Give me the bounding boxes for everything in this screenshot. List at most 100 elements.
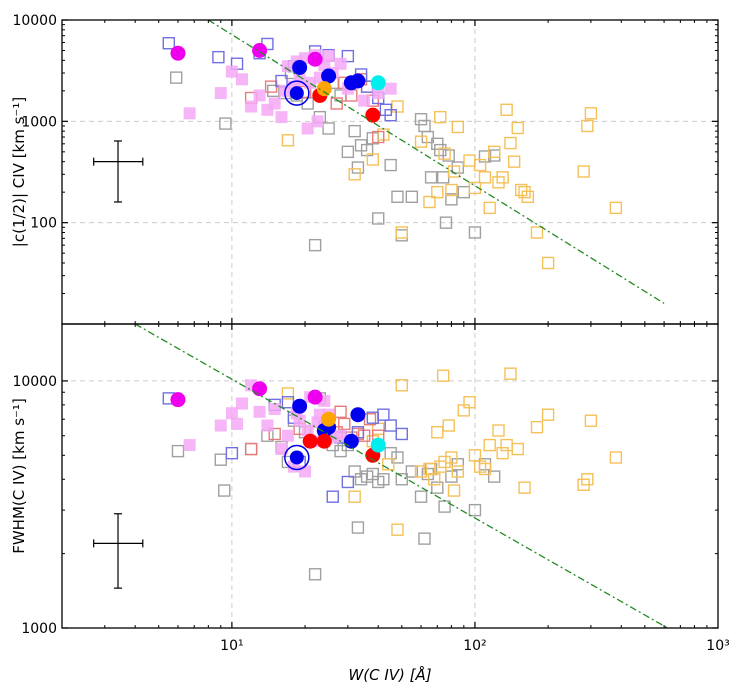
data-point <box>351 161 365 174</box>
data-point <box>341 475 355 489</box>
data-point <box>424 171 438 184</box>
data-point <box>451 458 464 471</box>
data-point <box>451 161 464 174</box>
data-point <box>405 190 419 203</box>
data-point <box>384 158 397 172</box>
data-point <box>483 438 496 452</box>
data-point <box>530 226 544 239</box>
data-point <box>436 369 450 382</box>
data-point <box>170 392 186 408</box>
data-point <box>275 111 288 124</box>
data-point <box>377 473 390 486</box>
data-point <box>468 181 482 195</box>
data-point <box>372 87 385 100</box>
data-point <box>252 381 268 397</box>
data-point <box>268 427 281 441</box>
data-point <box>316 433 332 449</box>
x-tick-label: 10¹ <box>220 638 243 654</box>
data-point <box>268 402 281 415</box>
data-point <box>521 190 535 203</box>
top-y-axis-label: |c(1/2)| CIV [km s⁻¹] <box>10 97 28 247</box>
data-point <box>299 465 312 478</box>
data-point <box>358 94 371 107</box>
bottom-y-axis-label: FWHM(C IV) [km s⁻¹] <box>10 398 28 554</box>
data-point <box>418 119 431 133</box>
data-point <box>370 75 386 91</box>
data-point <box>434 460 447 473</box>
data-point <box>418 532 431 545</box>
data-point <box>507 155 521 168</box>
data-point <box>212 50 225 64</box>
data-point <box>431 426 444 439</box>
data-point <box>357 429 371 442</box>
data-point <box>382 458 395 471</box>
data-point <box>214 453 227 466</box>
data-point <box>348 490 361 503</box>
bottom-grid <box>62 324 718 628</box>
y-tick-label: 10000 <box>12 13 57 29</box>
data-point <box>445 451 458 464</box>
data-point <box>434 110 447 124</box>
data-point <box>334 429 347 442</box>
data-point <box>231 417 244 430</box>
data-point <box>577 165 590 178</box>
data-point <box>214 87 227 100</box>
data-point <box>235 397 248 410</box>
data-point <box>447 165 461 178</box>
x-tick-label: 10² <box>463 638 486 654</box>
data-point <box>473 158 487 172</box>
x-axis-label: W(C IV) [Å] <box>348 665 431 684</box>
data-point <box>293 414 306 427</box>
data-point <box>442 419 455 432</box>
data-point-ring <box>284 80 310 106</box>
data-point <box>308 568 322 581</box>
top-panel: 100 1000 10000 |c(1/2)| CIV [km s⁻¹] <box>10 13 719 325</box>
data-point <box>609 201 623 215</box>
data-point <box>348 124 361 138</box>
data-point <box>341 145 355 159</box>
data-point <box>468 226 482 239</box>
data-point <box>350 73 366 89</box>
data-point <box>442 149 455 162</box>
data-point <box>609 451 623 464</box>
data-point <box>384 108 397 122</box>
x-tick-label: 10³ <box>706 638 729 654</box>
data-point <box>391 451 404 464</box>
data-point <box>431 185 444 199</box>
data-point <box>348 168 361 181</box>
data-point <box>423 195 436 209</box>
data-point <box>463 396 476 409</box>
data-point <box>225 407 238 420</box>
bottom-ticks: 1000 10000 10¹ 10² 10³ <box>12 324 730 654</box>
data-point <box>584 414 598 427</box>
data-point <box>414 135 428 148</box>
data-point <box>334 405 347 419</box>
data-point <box>292 59 308 75</box>
data-point <box>289 450 304 465</box>
data-point <box>281 134 295 147</box>
data-point <box>348 465 361 478</box>
data-point <box>511 442 524 456</box>
data-point <box>341 49 355 63</box>
y-tick-label: 1000 <box>21 114 57 130</box>
data-point <box>487 145 501 159</box>
data-point <box>395 226 408 239</box>
data-point <box>405 465 419 478</box>
data-point <box>169 71 183 84</box>
data-point <box>372 212 385 225</box>
data-point <box>395 473 408 486</box>
data-point <box>384 446 397 460</box>
data-point <box>245 100 258 113</box>
data-point <box>225 446 239 460</box>
data-point <box>511 121 524 135</box>
data-point <box>451 465 464 478</box>
data-point <box>322 50 335 63</box>
data-point <box>391 190 404 203</box>
data-point <box>170 45 186 61</box>
data-point <box>214 419 227 432</box>
data-point <box>492 424 505 437</box>
data-point <box>326 490 339 503</box>
data-point <box>439 216 453 229</box>
data-point <box>366 153 380 166</box>
data-point <box>395 379 408 392</box>
